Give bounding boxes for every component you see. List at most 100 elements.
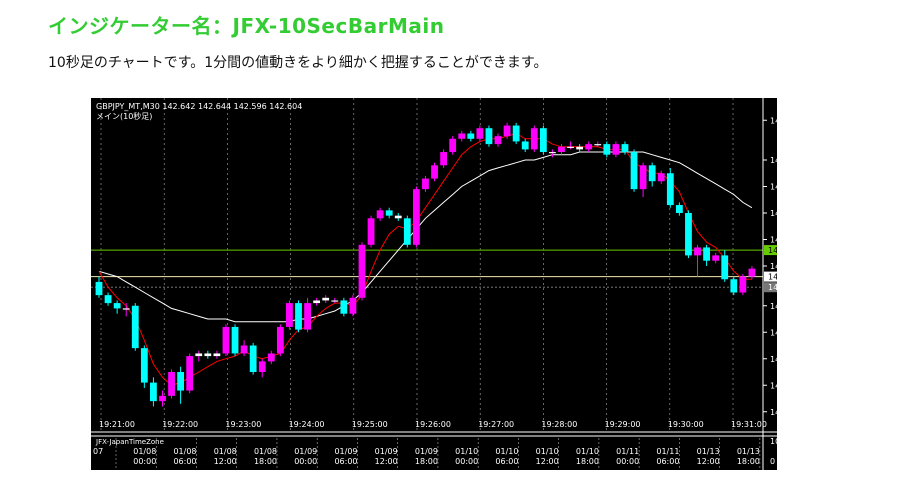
candle-body [322,297,330,301]
candle-body [204,353,212,357]
sub-date-label: 01/10 [455,447,478,456]
candle-body [603,144,611,155]
candle-body [213,353,221,357]
candle-body [140,348,148,383]
sub-date-label: 01/13 [697,447,720,456]
candle-body [639,165,647,190]
sub-date-label: 01/09 [415,447,438,456]
price-tick-label: 142.618 [770,236,777,245]
page-title: インジケーター名：JFX-10SecBarMain [48,14,445,38]
time-tick-label: 19:25:00 [352,420,388,429]
sub-time-label: 00:00 [455,457,478,466]
candle-body [512,125,520,142]
candle-body [240,345,248,354]
chart-canvas[interactable]: 142.614 142.604142.600 142.663 142.648 142.… [91,98,777,470]
candle-body [394,215,402,219]
price-axis: 142.663142.648142.638142.628142.618142.6… [762,98,777,470]
time-tick-label: 19:27:00 [478,420,514,429]
candle-body [594,144,602,146]
sub-date-label: 01/09 [294,447,317,456]
candle-body [340,300,348,314]
trading-chart[interactable]: 142.614 142.604142.600 142.663 142.648 142.… [91,98,777,470]
time-axis: 19:21:00 19:22:00 19:23:00 19:24:00 19:25:00… [91,420,777,433]
candle-body [467,133,475,139]
page-description: 10秒足のチャートです。1分間の値動きをより細かく把握することができます。 [48,55,548,71]
sub-date-label: 01/10 [576,447,599,456]
sub-date-label: 01/08 [254,447,277,456]
sub-date-label: 01/09 [375,447,398,456]
price-level-label: 142.600 [768,283,777,292]
candle-body [712,255,720,261]
price-tick-label: 142.638 [770,183,777,192]
candle-body [503,125,511,137]
candle-body [422,178,429,190]
sub-date-label: 01/08 [173,447,196,456]
time-tick-label: 19:22:00 [162,420,198,429]
price-tick-label: 142.553 [770,408,777,417]
candle-body [494,136,502,145]
candle-body [648,165,656,182]
sub-panel: 07 01/0800:0001/0806:0001/0812:0001/0818:… [91,435,777,470]
candle-body [675,205,683,213]
price-level-box [764,282,777,293]
candle-body [585,144,593,150]
indicator-label: メイン(10秒足) [96,111,152,121]
candle-body [358,244,366,298]
ma-slow-line [98,151,753,323]
sub-time-label: 12:00 [697,457,720,466]
sub-date-label: 01/10 [536,447,559,456]
candle-body [539,128,547,153]
candle-body [131,305,139,349]
candle-body [304,303,311,330]
price-tick-label: 142.608 [770,262,777,271]
candle-body [168,372,175,396]
candle-body [558,146,565,153]
sub-time-label: 18:00 [737,457,760,466]
price-level-box [764,271,777,282]
sub-time-label: 18:00 [576,457,599,466]
sub-time-label: 12:00 [214,457,237,466]
candle-body [748,268,756,277]
sub-time-label: 00:00 [294,457,317,466]
sub-time-label: 18:00 [254,457,277,466]
candle-body [231,326,239,354]
sub-date-label: 01/09 [334,447,357,456]
candle-body [403,218,411,245]
candle-body [276,326,284,354]
time-tick-label: 19:26:00 [415,420,451,429]
candle-body [385,210,393,216]
sub-time-label: 06:00 [495,457,518,466]
candle-body [376,210,384,219]
candle-body [530,128,538,150]
candle-body [739,276,747,293]
sub-date-label: 01/08 [133,447,156,456]
time-tick-label: 19:28:00 [541,420,577,429]
sub-date-label: 07 [93,447,103,456]
candle-body [177,372,185,391]
sub-date-label: 01/08 [214,447,237,456]
candle-body [249,345,257,372]
sub-time-label: 18:00 [415,457,438,466]
sub-y-tick-label: 10 [770,437,777,446]
candle-series [95,122,756,407]
time-tick-label: 19:24:00 [289,420,325,429]
candle-body [267,353,275,362]
candle-body [657,173,665,182]
candle-body [313,300,321,304]
candle-body [122,308,130,310]
candle-body [612,144,620,155]
sub-time-label: 06:00 [334,457,357,466]
candle-body [331,300,339,302]
price-levels: 142.614 142.604142.600 [91,245,777,293]
candle-body [703,247,710,261]
candle-body [440,152,448,166]
symbol-info-label: GBPJPY_MT,M30 142.642 142.644 142.596 14… [96,102,302,111]
candle-body [222,326,230,354]
candle-body [521,141,529,150]
sub-date-label: 01/13 [737,447,760,456]
price-tick-label: 142.648 [770,156,777,165]
sub-time-label: 00:00 [616,457,639,466]
candle-body [621,144,629,153]
time-tick-label: 19:31:00 [731,420,767,429]
candle-body [449,138,457,153]
